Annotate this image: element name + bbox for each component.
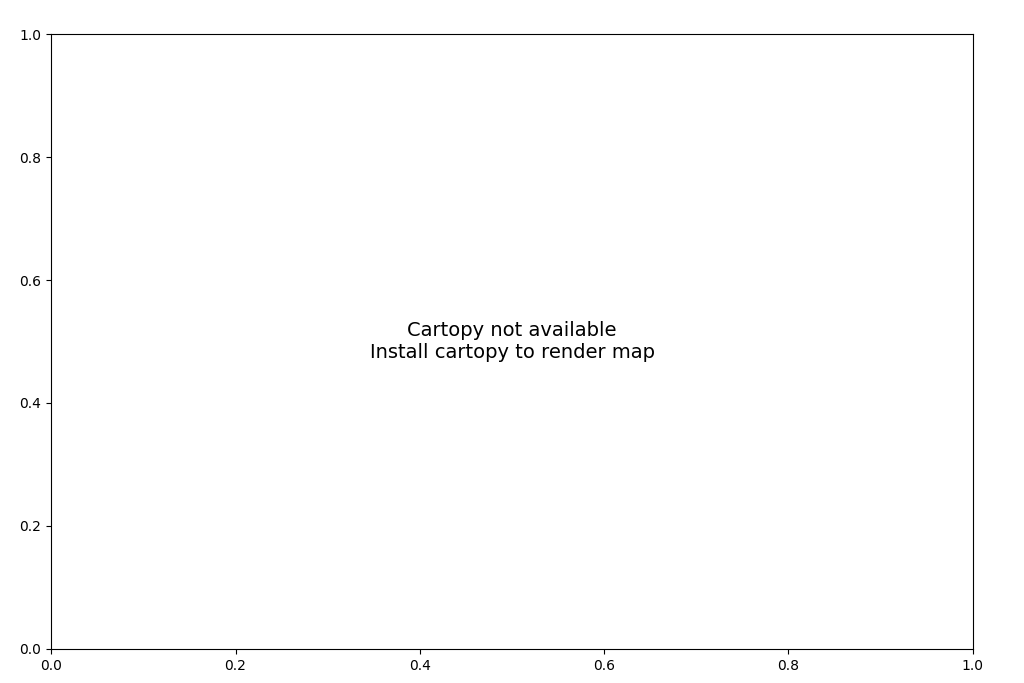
Text: Cartopy not available
Install cartopy to render map: Cartopy not available Install cartopy to… xyxy=(370,321,654,362)
